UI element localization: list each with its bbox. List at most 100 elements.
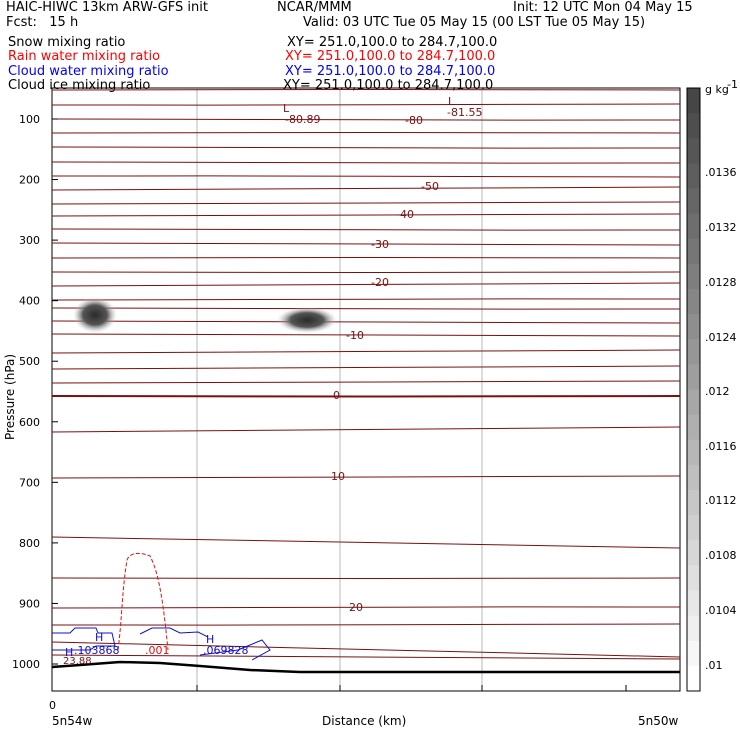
temperature-contour-line [51, 606, 681, 609]
colorbar-swatch [687, 339, 700, 365]
temperature-contour-line [51, 536, 681, 549]
colorbar-swatch [687, 565, 700, 591]
high-marker: H [65, 646, 73, 659]
contour-label: 0 [333, 389, 340, 402]
temperature-contour-line [51, 623, 681, 626]
x-start-label: 5n54w [52, 714, 93, 728]
x-tick-label: 0 [49, 699, 56, 712]
colorbar-label: .0108 [705, 549, 737, 562]
y-tick-label: 400 [19, 295, 40, 308]
colorbar-swatch [687, 540, 700, 566]
contour-label: -80.89 [285, 113, 320, 126]
organization-label: NCAR/MMM [277, 0, 352, 15]
rain-water-contour [117, 552, 169, 651]
colorbar-label: .0132 [705, 221, 737, 234]
field-cloudwater-label: Cloud water mixing ratio [8, 64, 169, 79]
cloud-water-label: .103868 [74, 644, 120, 657]
contour-label: -20 [371, 276, 389, 289]
colorbar-label: .0116 [705, 440, 737, 453]
field-rain-label: Rain water mixing ratio [8, 49, 161, 64]
x-end-label: 5n50w [638, 714, 679, 728]
colorbar-swatch [687, 188, 700, 215]
colorbar-swatch [687, 490, 700, 516]
colorbar-swatch [687, 289, 700, 315]
cloud-water-contour-right [199, 639, 271, 661]
contour-label: -81.55 [447, 106, 482, 119]
y-tick-label: 800 [19, 537, 40, 550]
terrain-line [51, 660, 680, 674]
colorbar-swatch [687, 414, 700, 441]
temperature-contour-line [51, 426, 681, 433]
y-tick-label: 100 [19, 113, 40, 126]
temperature-contour-line [51, 175, 681, 178]
colorbar-swatch [687, 263, 700, 290]
contour-label: 20 [349, 601, 363, 614]
colorbar-swatch [687, 515, 700, 541]
y-tick-label: 500 [19, 355, 40, 368]
colorbar-swatch [687, 364, 700, 390]
colorbar-swatch [687, 113, 700, 139]
colorbar-swatch [687, 590, 700, 617]
field-cloudice-label: Cloud ice mixing ratio [8, 78, 151, 93]
y-axis-label: Pressure (hPa) [3, 354, 17, 440]
temperature-contour-line [51, 242, 681, 246]
high-marker: H [95, 631, 103, 644]
field-snow-label: Snow mixing ratio [8, 35, 126, 50]
colorbar-swatch [687, 615, 700, 642]
temperature-contour-line [51, 201, 681, 205]
cloud-ice-blob-center [277, 307, 337, 333]
temperature-contour-line [51, 333, 681, 337]
colorbar-label: .0112 [705, 494, 737, 507]
plot-frame [51, 87, 681, 692]
valid-time: Valid: 03 UTC Tue 05 May 15 (00 LST Tue … [303, 15, 646, 30]
high-marker: H [206, 633, 214, 646]
cloud-water-label: .069828 [203, 644, 249, 657]
temperature-contour-line [51, 146, 681, 149]
temperature-contour-line [51, 395, 681, 398]
init-time: Init: 12 UTC Mon 04 May 15 [513, 0, 693, 15]
contour-label: -50 [421, 180, 439, 193]
temperature-contour-line [51, 213, 681, 217]
temperature-contour-line [51, 89, 681, 91]
temperature-contour-line [51, 282, 681, 287]
y-tick-label: 700 [19, 476, 40, 489]
y-axis: 100 200 300 400 500 600 700 800 900 1000 [12, 113, 58, 671]
temperature-contour-line [51, 365, 681, 370]
field-snow-xy: XY= 251.0,100.0 to 284.7,100.0 [287, 35, 498, 50]
colorbar-frame [686, 87, 701, 692]
colorbar-label: .01 [705, 659, 723, 672]
model-title: HAIC-HIWC 13km ARW-GFS init [6, 0, 208, 15]
temperature-contour-line [51, 307, 681, 310]
contour-label: -80 [405, 114, 423, 127]
colorbar-swatch [687, 389, 700, 416]
contour-label: 23.88 [63, 656, 92, 667]
temperature-contour-line [51, 380, 681, 384]
y-tick-label: 300 [19, 234, 40, 247]
colorbar-swatch [687, 640, 700, 667]
temperature-contour-line [51, 320, 681, 324]
colorbar-unit: g kg [705, 83, 729, 96]
colorbar-swatch [687, 163, 700, 189]
temperature-contour-line [51, 161, 681, 164]
colorbar-label: .0128 [705, 276, 737, 289]
temperature-contour-line [51, 271, 681, 273]
colorbar-swatch [687, 665, 700, 692]
colorbar-label: .0136 [705, 166, 737, 179]
contour-labels: -80.89 -80 -81.55 -50 -40 -30 -20 -10 0 … [63, 95, 482, 667]
cloud-ice-blob-left [73, 297, 117, 333]
temperature-contour-line [51, 577, 681, 579]
x-axis-label: Distance (km) [322, 714, 406, 728]
contour-label: -40 [396, 208, 414, 221]
temperature-contour-line [51, 475, 681, 479]
colorbar-swatch [687, 464, 700, 491]
temperature-contour-line [51, 257, 681, 259]
field-cloudwater-xy: XY= 251.0,100.0 to 284.7,100.0 [285, 64, 496, 79]
colorbar-swatch [687, 314, 700, 340]
colorbar-label: .012 [705, 385, 730, 398]
low-marker: L [448, 95, 455, 108]
colorbar: .0136 .0132 .0128 .0124 .012 .0116 .0112 .0108.… [686, 87, 737, 692]
low-marker: L [283, 102, 290, 115]
cloud-water-contour-left [52, 627, 116, 651]
field-rain-xy: XY= 251.0,100.0 to 284.7,100.0 [285, 49, 496, 64]
temperature-contour-line [51, 298, 681, 301]
